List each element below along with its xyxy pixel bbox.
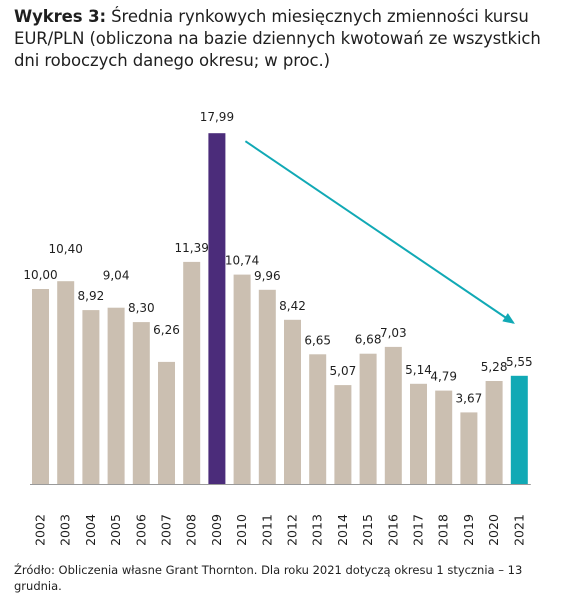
chart-title-label: Wykres 3: — [14, 7, 107, 26]
x-tick-label-2007: 2007 — [159, 514, 174, 546]
value-label-2007: 6,26 — [153, 323, 180, 337]
value-label-2017: 5,14 — [405, 363, 432, 377]
x-tick-label-2019: 2019 — [461, 514, 476, 546]
x-tick-label-2003: 2003 — [58, 514, 73, 546]
value-label-2005: 9,04 — [103, 269, 130, 283]
bar-2017 — [410, 383, 427, 484]
x-tick-label-2005: 2005 — [108, 514, 123, 546]
chart-title: Wykres 3: Średnia rynkowych miesięcznych… — [14, 6, 550, 72]
value-label-2016: 7,03 — [380, 326, 407, 340]
value-label-2006: 8,30 — [128, 301, 155, 315]
trend-arrow — [244, 140, 515, 324]
value-label-2002: 10,00 — [23, 268, 57, 282]
x-tick-label-2011: 2011 — [259, 514, 274, 546]
value-label-2004: 8,92 — [78, 289, 105, 303]
x-tick-label-2013: 2013 — [310, 514, 325, 546]
value-label-2008: 11,39 — [175, 241, 209, 255]
value-label-2013: 6,65 — [304, 333, 331, 347]
x-tick-label-2014: 2014 — [335, 514, 350, 546]
value-label-2015: 6,68 — [355, 333, 382, 347]
value-label-2009: 17,99 — [200, 110, 234, 124]
x-tick-label-2018: 2018 — [436, 514, 451, 546]
x-tick-label-2020: 2020 — [486, 514, 501, 546]
chart-title-text: Średnia rynkowych miesięcznych zmiennośc… — [14, 7, 541, 70]
bar-2010 — [233, 274, 251, 484]
x-tick-label-2015: 2015 — [360, 514, 375, 546]
bar-2015 — [359, 353, 377, 484]
bar-2007 — [158, 361, 175, 484]
bar-2004 — [82, 310, 100, 484]
bar-2003 — [57, 281, 75, 484]
bar-2018 — [435, 390, 453, 484]
bar-2014 — [334, 385, 352, 484]
bar-2019 — [460, 412, 478, 484]
x-tick-label-2008: 2008 — [184, 514, 199, 546]
x-tick-label-2004: 2004 — [83, 514, 98, 546]
value-label-2011: 9,96 — [254, 269, 281, 283]
x-tick-label-2012: 2012 — [285, 514, 300, 546]
x-tick-label-2006: 2006 — [133, 514, 148, 546]
x-tick-label-2010: 2010 — [234, 514, 249, 546]
value-label-2010: 10,74 — [225, 254, 259, 268]
value-label-2021: 5,55 — [506, 355, 533, 369]
bar-2021 — [510, 375, 528, 484]
x-tick-label-2016: 2016 — [385, 514, 400, 546]
value-label-2012: 8,42 — [279, 299, 306, 313]
bar-2011 — [258, 289, 276, 484]
bar-2020 — [485, 381, 503, 484]
x-tick-label-2002: 2002 — [33, 514, 48, 546]
value-label-2018: 4,79 — [430, 370, 457, 384]
value-label-2020: 5,28 — [481, 360, 508, 374]
bar-2002 — [32, 289, 49, 484]
bar-2012 — [284, 319, 301, 484]
bar-2005 — [107, 307, 125, 484]
value-label-2003: 10,40 — [49, 242, 83, 256]
x-tick-label-2009: 2009 — [209, 514, 224, 546]
bar-2008 — [183, 261, 201, 484]
x-tick-label-2017: 2017 — [411, 514, 426, 546]
x-tick-label-2021: 2021 — [511, 514, 526, 546]
source-note: Źródło: Obliczenia własne Grant Thornton… — [14, 563, 523, 593]
bar-2006 — [132, 322, 150, 484]
value-label-2014: 5,07 — [330, 364, 357, 378]
bar-2013 — [309, 354, 327, 484]
bar-2016 — [384, 346, 402, 484]
bar-2009 — [208, 133, 226, 484]
value-label-2019: 3,67 — [456, 391, 483, 405]
